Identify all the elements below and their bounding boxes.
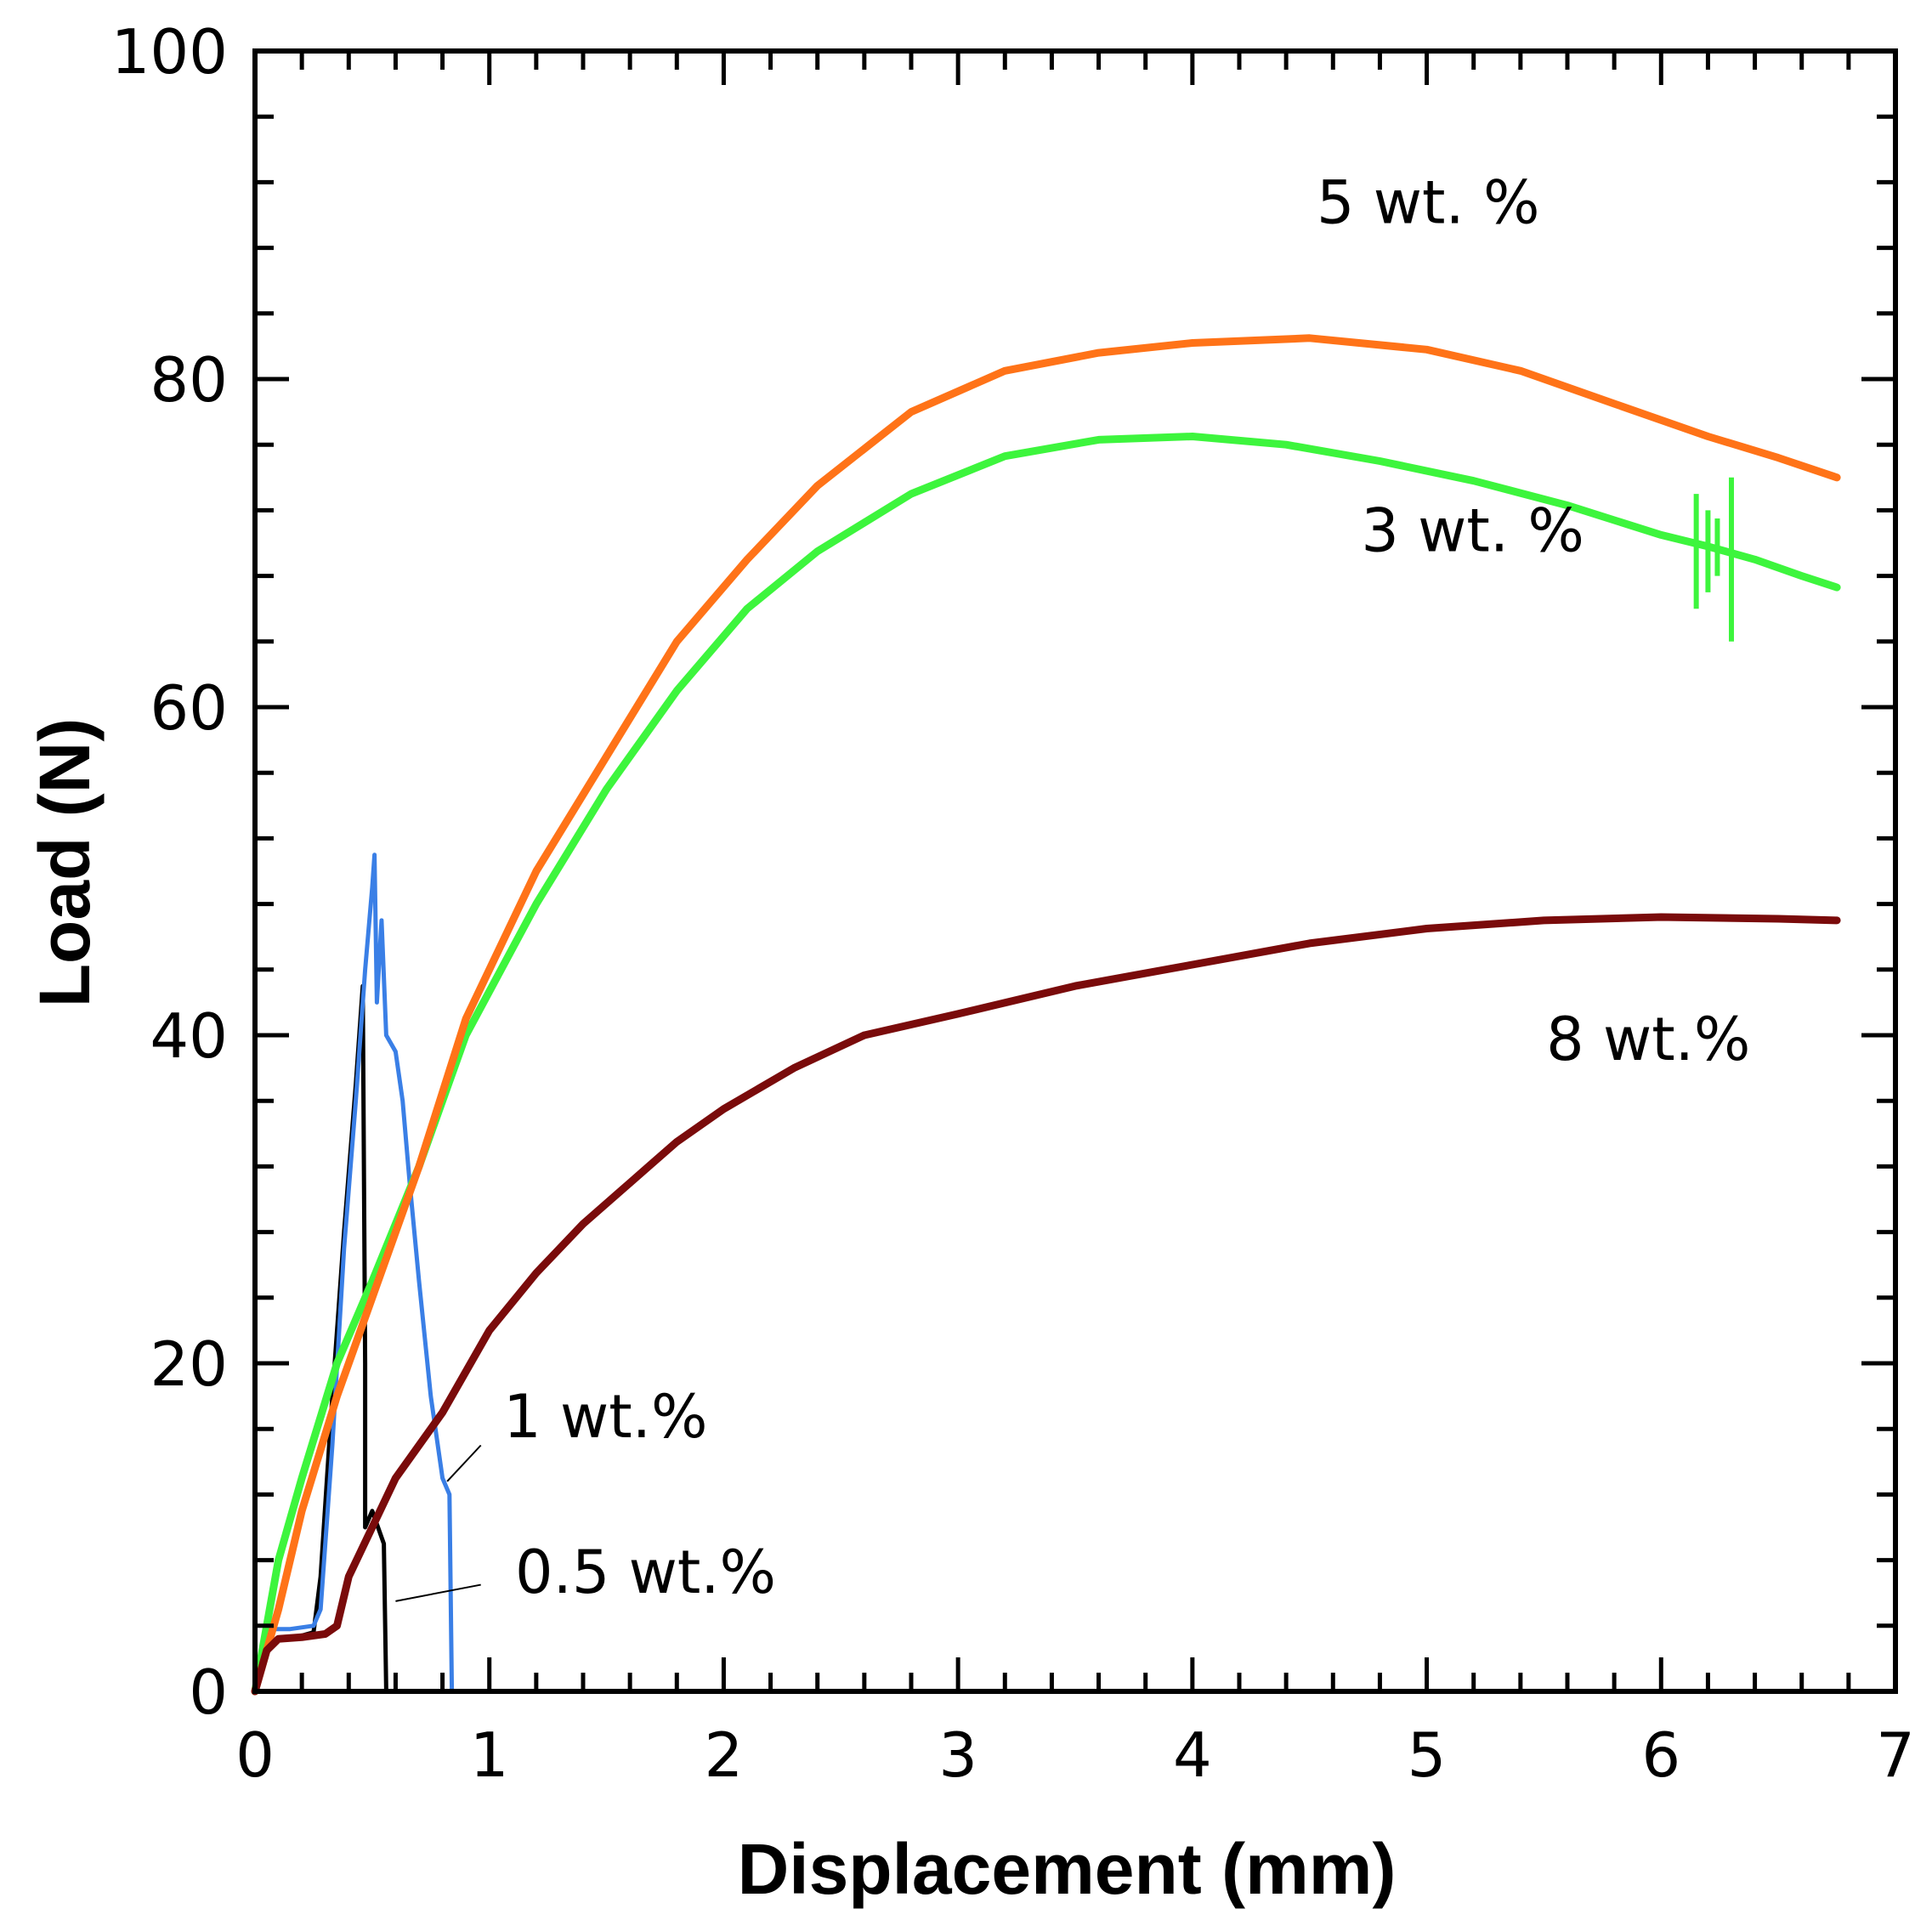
x-tick-label: 4 — [1173, 1719, 1212, 1791]
annotation-leader-line — [395, 1583, 481, 1602]
y-axis-title: Load (N) — [25, 718, 105, 1008]
y-tick-label: 40 — [150, 1000, 228, 1072]
series-line-0-5-wt — [252, 983, 1839, 1694]
series-label-1-wt: 1 wt.% — [503, 1382, 707, 1452]
series-line-8-wt — [251, 913, 1841, 1696]
x-tick-label: 3 — [938, 1719, 977, 1791]
x-tick-label: 6 — [1641, 1719, 1680, 1791]
x-tick-label: 5 — [1408, 1719, 1447, 1791]
series-label-0-5-wt: 0.5 wt.% — [515, 1538, 776, 1607]
labels-layer: 0 1 2 3 4 5 6 7 0 20 40 60 80 100 5 wt. % 3 wt. % 8 wt.%… — [111, 16, 1915, 1791]
x-tick-label: 7 — [1876, 1719, 1915, 1791]
y-tick-label: 60 — [150, 672, 228, 744]
annotation-leader-line — [446, 1444, 482, 1482]
y-tick-label: 0 — [189, 1657, 228, 1728]
x-tick-label: 1 — [470, 1719, 509, 1791]
plot-frame — [252, 48, 1898, 1694]
x-tick-label: 2 — [705, 1719, 744, 1791]
series-line-1-wt — [252, 852, 1839, 1694]
series-layer — [251, 334, 1841, 1696]
series-line-3-wt — [251, 433, 1841, 1696]
y-tick-label: 80 — [150, 344, 228, 416]
y-tick-label: 20 — [150, 1328, 228, 1400]
x-tick-label: 0 — [235, 1719, 275, 1791]
series-label-8-wt: 8 wt.% — [1546, 1005, 1750, 1074]
series-label-3-wt: 3 wt. % — [1361, 496, 1584, 566]
y-tick-label: 100 — [111, 16, 228, 88]
x-axis-title: Displacement (mm) — [738, 1829, 1397, 1909]
series-label-5-wt: 5 wt. % — [1317, 168, 1540, 238]
ticks-layer — [252, 48, 1898, 1694]
series-line-5-wt — [251, 334, 1841, 1696]
